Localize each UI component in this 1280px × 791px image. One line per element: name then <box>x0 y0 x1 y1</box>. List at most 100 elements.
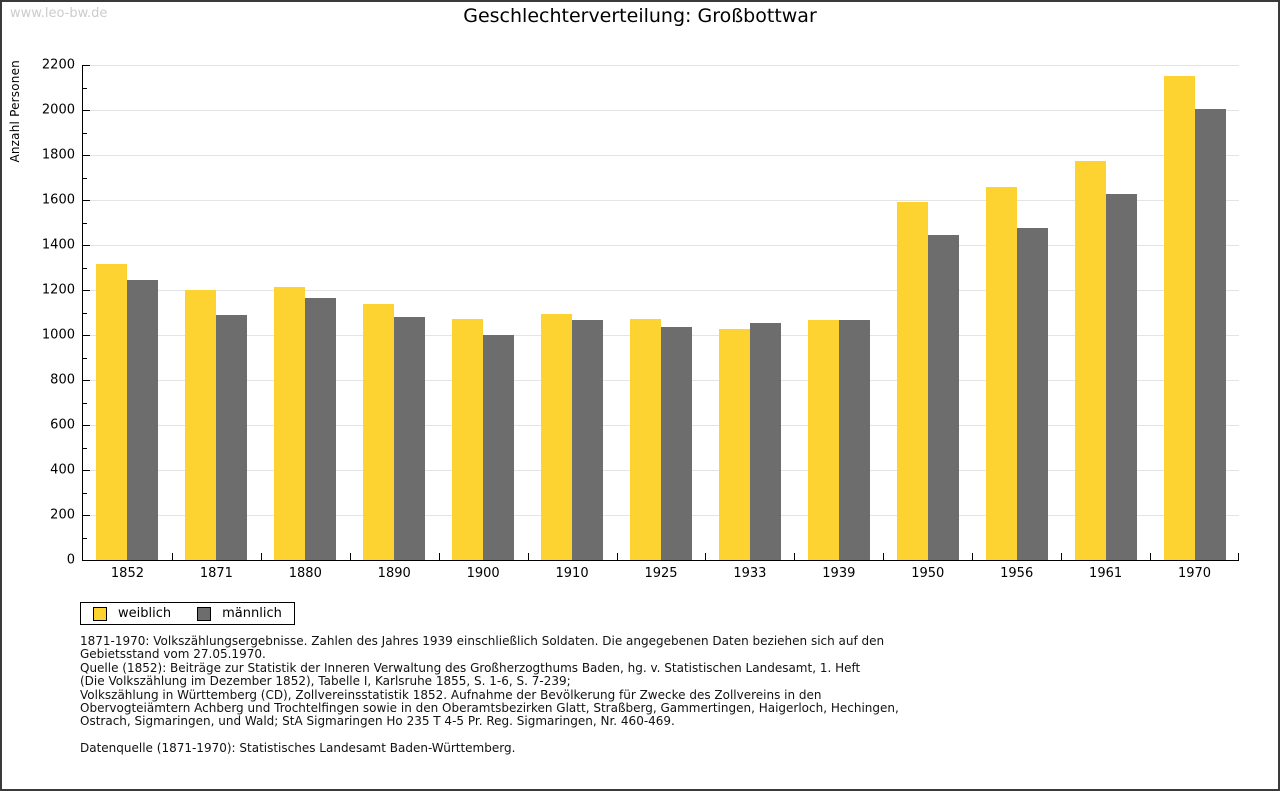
legend-item-weiblich: weiblich <box>93 606 171 621</box>
y-tick-major-2000 <box>83 110 90 111</box>
bar-weiblich-1961 <box>1074 160 1106 560</box>
bar-weiblich-1925 <box>629 319 661 560</box>
y-tick-label-1400: 1400 <box>41 237 75 253</box>
bar-männlich-1939 <box>838 320 870 560</box>
bar-group-1961: 1961 <box>1061 65 1150 581</box>
bar-männlich-1880 <box>305 298 337 560</box>
bar-männlich-1956 <box>1016 228 1048 560</box>
x-tick-label-1852: 1852 <box>110 566 144 581</box>
bar-group-1871: 1871 <box>171 65 261 581</box>
bar-weiblich-1910 <box>541 313 573 560</box>
x-tick-label-1910: 1910 <box>555 566 589 581</box>
bar-weiblich-1933 <box>718 329 750 560</box>
y-tick-minor-1100 <box>83 312 87 314</box>
y-tick-major-400 <box>83 470 90 471</box>
y-tick-minor-700 <box>83 402 87 404</box>
gridline-1200 <box>83 290 1239 291</box>
y-tick-major-2200 <box>83 65 90 66</box>
x-boundary-tick <box>1150 553 1152 560</box>
y-tick-label-600: 600 <box>50 417 75 433</box>
bar-groups: 1852 1871 1880 1890 1900 1910 1925 1933 1939 1950… <box>83 65 1239 581</box>
bar-männlich-1970 <box>1194 108 1226 560</box>
x-tick-label-1900: 1900 <box>466 566 500 581</box>
bar-männlich-1910 <box>572 320 604 560</box>
y-tick-minor-500 <box>83 447 87 449</box>
y-tick-major-800 <box>83 380 90 381</box>
x-boundary-tick <box>260 553 262 560</box>
y-tick-major-1200 <box>83 290 90 291</box>
x-tick-label-1961: 1961 <box>1089 566 1123 581</box>
y-tick-major-1000 <box>83 335 90 336</box>
y-tick-major-1400 <box>83 245 90 246</box>
y-tick-label-0: 0 <box>66 552 75 568</box>
x-boundary-tick <box>794 553 796 560</box>
y-tick-minor-1500 <box>83 222 87 224</box>
x-boundary-tick <box>438 553 440 560</box>
y-tick-label-400: 400 <box>50 462 75 478</box>
bar-weiblich-1880 <box>274 287 306 560</box>
x-tick-label-1880: 1880 <box>288 566 322 581</box>
y-tick-label-800: 800 <box>50 372 75 388</box>
gridline-2200 <box>83 65 1239 66</box>
bar-weiblich-1939 <box>807 319 839 560</box>
y-tick-minor-100 <box>83 537 87 539</box>
x-tick-label-1890: 1890 <box>377 566 411 581</box>
bar-männlich-1900 <box>483 335 515 560</box>
legend-swatch-maennlich <box>197 606 212 621</box>
x-tick-label-1970: 1970 <box>1177 566 1212 581</box>
bar-weiblich-1890 <box>363 303 395 560</box>
bar-männlich-1950 <box>927 234 959 560</box>
y-tick-label-1800: 1800 <box>41 147 75 163</box>
y-tick-major-200 <box>83 515 90 516</box>
legend-swatch-weiblich <box>93 606 107 621</box>
bar-group-1950: 1950 <box>883 65 972 581</box>
y-tick-major-1600 <box>83 200 90 201</box>
bar-weiblich-1871 <box>185 290 217 560</box>
bar-männlich-1933 <box>749 322 781 560</box>
y-tick-minor-300 <box>83 492 87 494</box>
bar-group-1956: 1956 <box>972 65 1061 581</box>
bar-weiblich-1970 <box>1163 75 1195 560</box>
gridline-2000 <box>83 110 1239 111</box>
bar-group-1852: 1852 <box>83 65 172 581</box>
bar-group-1890: 1890 <box>349 65 439 581</box>
bar-group-1933: 1933 <box>705 65 794 581</box>
bar-männlich-1871 <box>216 314 248 560</box>
x-boundary-tick <box>883 553 885 560</box>
y-tick-label-200: 200 <box>50 507 75 523</box>
bar-group-1970: 1970 <box>1150 65 1239 581</box>
watermark-url: www.leo-bw.de <box>10 6 108 21</box>
x-boundary-tick <box>171 553 173 560</box>
y-tick-minor-1700 <box>83 177 87 179</box>
bar-weiblich-1852 <box>96 264 128 560</box>
bar-group-1910: 1910 <box>527 65 617 581</box>
x-tick-label-1956: 1956 <box>1000 566 1034 581</box>
y-tick-label-2000: 2000 <box>41 102 75 118</box>
legend-label-weiblich: weiblich <box>118 606 172 621</box>
x-tick-label-1939: 1939 <box>822 566 856 581</box>
y-tick-minor-2100 <box>83 87 87 89</box>
legend-box: weiblich männlich <box>80 602 295 625</box>
y-tick-label-1600: 1600 <box>41 192 75 208</box>
x-boundary-tick <box>1061 553 1063 560</box>
y-tick-major-1800 <box>83 155 90 156</box>
x-boundary-tick <box>527 553 529 560</box>
y-tick-minor-900 <box>83 357 87 359</box>
x-boundary-tick <box>616 553 618 560</box>
chart-title: Geschlechterverteilung: Großbottwar <box>463 5 817 27</box>
bar-group-1939: 1939 <box>794 65 883 581</box>
y-tick-major-600 <box>83 425 90 426</box>
x-boundary-tick-end <box>1237 553 1239 560</box>
bar-männlich-1925 <box>660 327 692 560</box>
x-tick-label-1933: 1933 <box>733 566 767 581</box>
y-axis-title: Anzahl Personen <box>8 60 22 163</box>
x-boundary-tick <box>972 553 974 560</box>
x-tick-label-1925: 1925 <box>644 566 678 581</box>
legend-item-maennlich: männlich <box>197 606 282 621</box>
x-tick-label-1871: 1871 <box>199 566 233 581</box>
gridline-1800 <box>83 155 1239 156</box>
y-tick-label-2200: 2200 <box>41 57 75 73</box>
y-tick-minor-1300 <box>83 267 87 269</box>
y-tick-label-1000: 1000 <box>41 327 75 343</box>
